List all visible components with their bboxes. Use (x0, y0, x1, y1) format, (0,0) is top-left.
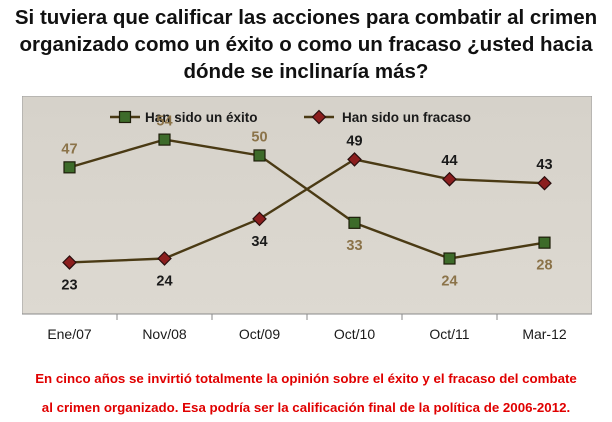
data-labels: 47 23 54 24 50 34 33 49 24 44 28 43 (61, 114, 552, 294)
exito-data-label-0: 47 (61, 141, 77, 157)
exito-data-label-2: 50 (251, 129, 267, 145)
plot-area (21, 95, 593, 315)
fracaso-point-1 (157, 251, 172, 266)
line-chart: Han sido un éxito Han sido un fracaso 47 2… (21, 95, 593, 342)
fracaso-data-label-1: 24 (156, 274, 172, 290)
legend-label-exito: Han sido un éxito (145, 110, 258, 125)
legend-label-fracaso: Han sido un fracaso (342, 110, 471, 125)
exito-point-4 (443, 252, 456, 265)
footnote: En cinco años se invirtió totalmente la … (0, 364, 612, 422)
series-line-fracaso (69, 158, 545, 264)
title-line-1: Si tuviera que calificar las acciones pa… (14, 6, 598, 29)
legend-marker-0 (118, 110, 132, 124)
x-tick-label-0: Ene/07 (47, 326, 92, 342)
fracaso-data-label-2: 34 (251, 234, 267, 250)
title-line-3: dónde se inclinaría más? (183, 60, 429, 83)
exito-point-5 (538, 236, 551, 249)
chart-container: Han sido un éxito Han sido un fracaso 47 2… (21, 95, 593, 356)
exito-data-label-5: 28 (536, 258, 552, 274)
fracaso-data-label-4: 44 (441, 153, 457, 169)
fracaso-data-label-3: 49 (346, 133, 362, 149)
exito-data-label-1: 54 (156, 114, 172, 130)
exito-point-2 (253, 149, 266, 162)
series-markers (62, 133, 552, 270)
exito-point-3 (348, 216, 361, 229)
footnote-line-2: al crimen organizado. Esa podría ser la … (41, 400, 571, 415)
x-tick-label-5: Mar-12 (522, 326, 567, 342)
fracaso-point-0 (62, 255, 77, 270)
exito-data-label-3: 33 (346, 238, 362, 254)
fracaso-point-3 (347, 152, 362, 167)
fracaso-point-5 (537, 175, 552, 191)
legend: Han sido un éxito Han sido un fracaso (110, 109, 471, 125)
exito-point-0 (63, 161, 76, 174)
exito-point-1 (158, 133, 171, 146)
series-lines (69, 138, 545, 264)
x-tick-label-4: Oct/11 (429, 326, 469, 342)
exito-data-label-4: 24 (441, 274, 457, 290)
title-line-2: organizado como un éxito o como un fraca… (19, 33, 593, 56)
x-tick-label-3: Oct/10 (334, 326, 375, 342)
fracaso-data-label-0: 23 (61, 277, 77, 293)
fracaso-point-2 (252, 211, 267, 227)
footnote-line-1: En cinco años se invirtió totalmente la … (35, 371, 577, 386)
legend-marker-1 (311, 109, 327, 125)
chart-title: Si tuviera que calificar las acciones pa… (0, 4, 612, 85)
x-tick-label-1: Nov/08 (142, 326, 187, 342)
fracaso-point-4 (442, 171, 457, 187)
x-tick-label-2: Oct/09 (239, 326, 280, 342)
x-axis: Ene/07 Nov/08 Oct/09 Oct/10 Oct/11 Mar-12 (47, 314, 567, 342)
fracaso-data-label-5: 43 (536, 157, 552, 173)
